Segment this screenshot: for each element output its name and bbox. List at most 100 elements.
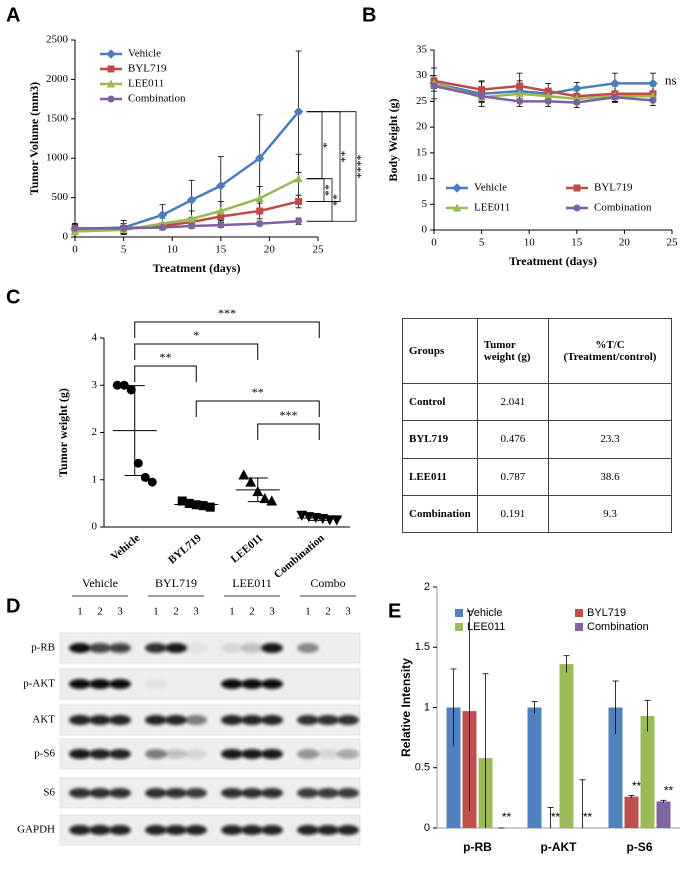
blot-band	[261, 679, 283, 689]
blot-band	[261, 825, 283, 835]
significance-label: ***	[218, 306, 236, 320]
bar	[559, 664, 574, 828]
blot-band	[241, 788, 263, 798]
x-tick-label: 5	[121, 244, 127, 256]
table-row: LEE011 0.787 38.6	[402, 457, 673, 496]
blot-band	[297, 715, 319, 725]
legend-label: LEE011	[128, 78, 164, 90]
significance-bracket	[195, 400, 320, 417]
cell	[547, 382, 673, 422]
cell: 0.476	[476, 420, 549, 459]
lane-label: 2	[173, 606, 179, 618]
y-axis-label: Body Weight (g)	[386, 98, 400, 181]
data-point	[259, 493, 271, 504]
bar	[656, 801, 671, 828]
blot-band	[145, 788, 167, 798]
blot-band	[89, 825, 111, 835]
blot-band	[109, 788, 131, 798]
significance-bracket	[306, 178, 333, 222]
y-tick-label: 1000	[46, 152, 69, 164]
blot-band	[165, 749, 187, 759]
blot-band	[337, 788, 359, 798]
y-axis-label: Relative Intensity	[399, 658, 413, 757]
data-point	[572, 83, 582, 94]
y-tick-label: 0	[92, 521, 98, 533]
blot-band	[145, 825, 167, 835]
legend-marker	[106, 49, 116, 59]
legend-label: LEE011	[474, 202, 510, 214]
data-point	[649, 96, 657, 104]
blot-band	[241, 643, 263, 653]
x-tick-label: 0	[431, 237, 437, 249]
data-point	[295, 198, 303, 206]
blot-band	[221, 749, 243, 759]
x-axis-label: Treatment (days)	[153, 261, 241, 275]
significance-label: **	[160, 350, 172, 364]
legend-label: Combination	[128, 93, 186, 105]
blot-band	[241, 749, 263, 759]
blot-band	[145, 715, 167, 725]
x-tick-label: BYL719	[166, 532, 204, 567]
data-point	[71, 224, 79, 232]
significance-label: **	[502, 810, 512, 824]
header-cell: Tumor weight (g)	[476, 318, 549, 384]
significance-bracket	[134, 343, 259, 360]
data-point	[188, 222, 196, 230]
blot-row-label: p-RB	[31, 642, 55, 654]
cell: Control	[402, 382, 478, 422]
panel-label: B	[362, 4, 376, 26]
significance-label: **	[583, 810, 593, 824]
data-point	[478, 92, 486, 100]
x-tick-label: 0	[72, 244, 78, 256]
data-point	[544, 91, 553, 100]
data-point	[177, 496, 187, 506]
cell: 38.6	[547, 457, 673, 496]
data-point	[478, 86, 486, 94]
blot-band	[241, 825, 263, 835]
legend-swatch	[455, 609, 463, 617]
blot-band	[109, 749, 131, 759]
data-point	[184, 498, 194, 508]
table-row: Combination 0.191 9.3	[402, 494, 673, 534]
lane-label: 3	[117, 606, 123, 618]
legend-label: Combination	[587, 621, 649, 633]
blot-band	[317, 749, 339, 759]
blot-band	[69, 788, 91, 798]
blot-band	[69, 643, 91, 653]
data-point	[187, 214, 196, 223]
legend-label: BYL719	[594, 182, 633, 194]
y-tick-label: 1.5	[415, 641, 430, 653]
data-point	[245, 476, 257, 487]
x-tick-label: 5	[479, 237, 485, 249]
legend-label: BYL719	[587, 607, 626, 619]
header-cell: Groups	[402, 318, 478, 384]
x-tick-label: p-RB	[463, 840, 492, 854]
blot-band	[185, 643, 207, 653]
blot-band	[185, 825, 207, 835]
data-point	[217, 221, 225, 229]
blot-band	[317, 715, 339, 725]
y-tick-label: 1	[424, 701, 430, 713]
data-point	[147, 477, 157, 487]
group-label: BYL719	[155, 576, 197, 590]
significance-label: **	[330, 194, 344, 206]
blot-band	[69, 679, 91, 689]
y-tick-label: 0	[422, 224, 428, 236]
significance-label: ****	[354, 154, 368, 178]
blot-band	[185, 715, 207, 725]
y-tick-label: 15	[416, 146, 428, 158]
legend-swatch	[575, 623, 583, 631]
data-point	[217, 213, 225, 221]
data-point	[133, 458, 143, 468]
blot-band	[145, 643, 167, 653]
y-axis-label: Tumor Volume (mm3)	[27, 82, 41, 195]
data-point	[216, 181, 226, 191]
blot-band	[69, 749, 91, 759]
blot-band	[221, 825, 243, 835]
blot-band	[337, 749, 359, 759]
data-point	[120, 224, 128, 232]
blot-band	[337, 715, 359, 725]
y-tick-label: 10	[416, 172, 428, 184]
data-point	[238, 469, 250, 480]
x-tick-label: 15	[215, 244, 227, 256]
